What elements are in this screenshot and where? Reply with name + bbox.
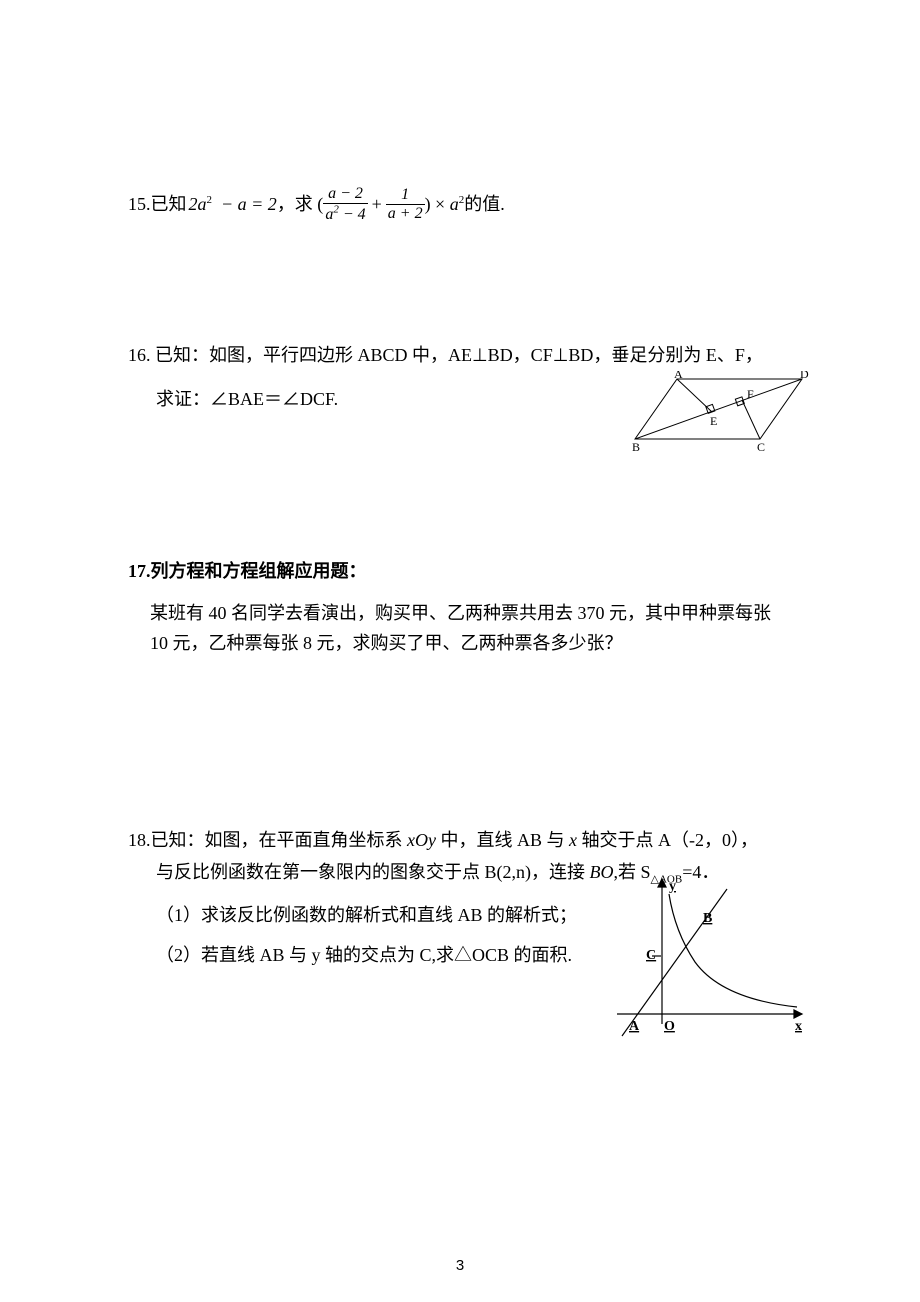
problem-16: 16. 已知：如图，平行四边形 ABCD 中，AE⊥BD，CF⊥BD，垂足分别为… xyxy=(128,339,792,416)
p15-plus: + xyxy=(372,188,382,220)
p15-prefix: 15.已知 xyxy=(128,188,187,220)
p18-figure: y x A O C B xyxy=(617,874,812,1054)
svg-text:E: E xyxy=(710,414,717,428)
svg-text:x: x xyxy=(795,1019,802,1034)
p15-frac1: a − 2 a2 − 4 xyxy=(323,185,367,224)
svg-text:B: B xyxy=(703,911,712,926)
p17-title: 17.列方程和方程组解应用题： xyxy=(128,555,792,587)
svg-text:F: F xyxy=(747,387,754,401)
problem-17: 17.列方程和方程组解应用题： 某班有 40 名同学去看演出，购买甲、乙两种票共… xyxy=(128,555,792,659)
svg-text:D: D xyxy=(800,371,809,381)
p16-figure: A D B C E F xyxy=(632,371,812,463)
svg-text:O: O xyxy=(664,1019,675,1034)
p18-line1: 18.已知：如图，在平面直角坐标系 xOy 中，直线 AB 与 x 轴交于点 A… xyxy=(128,824,792,856)
p15-tail: 的值. xyxy=(464,188,505,220)
problem-18: 18.已知：如图，在平面直角坐标系 xOy 中，直线 AB 与 x 轴交于点 A… xyxy=(128,824,792,972)
p17-body: 某班有 40 名同学去看演出，购买甲、乙两种票共用去 370 元，其中甲种票每张… xyxy=(128,598,792,659)
page-number: 3 xyxy=(456,1257,464,1274)
p16-line1: 16. 已知：如图，平行四边形 ABCD 中，AE⊥BD，CF⊥BD，垂足分别为… xyxy=(128,339,792,371)
p15-text1: ，求 ( xyxy=(277,188,324,220)
svg-text:C: C xyxy=(757,440,765,453)
svg-text:A: A xyxy=(629,1019,640,1034)
page-content: 15.已知 2a2 − a = 2 ，求 ( a − 2 a2 − 4 + 1 … xyxy=(0,0,920,1071)
svg-text:A: A xyxy=(674,371,683,381)
p15-eq: 2a2 − a = 2 xyxy=(189,188,277,220)
problem-15: 15.已知 2a2 − a = 2 ，求 ( a − 2 a2 − 4 + 1 … xyxy=(128,185,792,224)
p15-frac2: 1 a + 2 xyxy=(386,186,425,222)
svg-text:y: y xyxy=(669,879,676,894)
p15-text2: ) × a2 xyxy=(425,188,465,220)
svg-text:B: B xyxy=(632,440,640,453)
